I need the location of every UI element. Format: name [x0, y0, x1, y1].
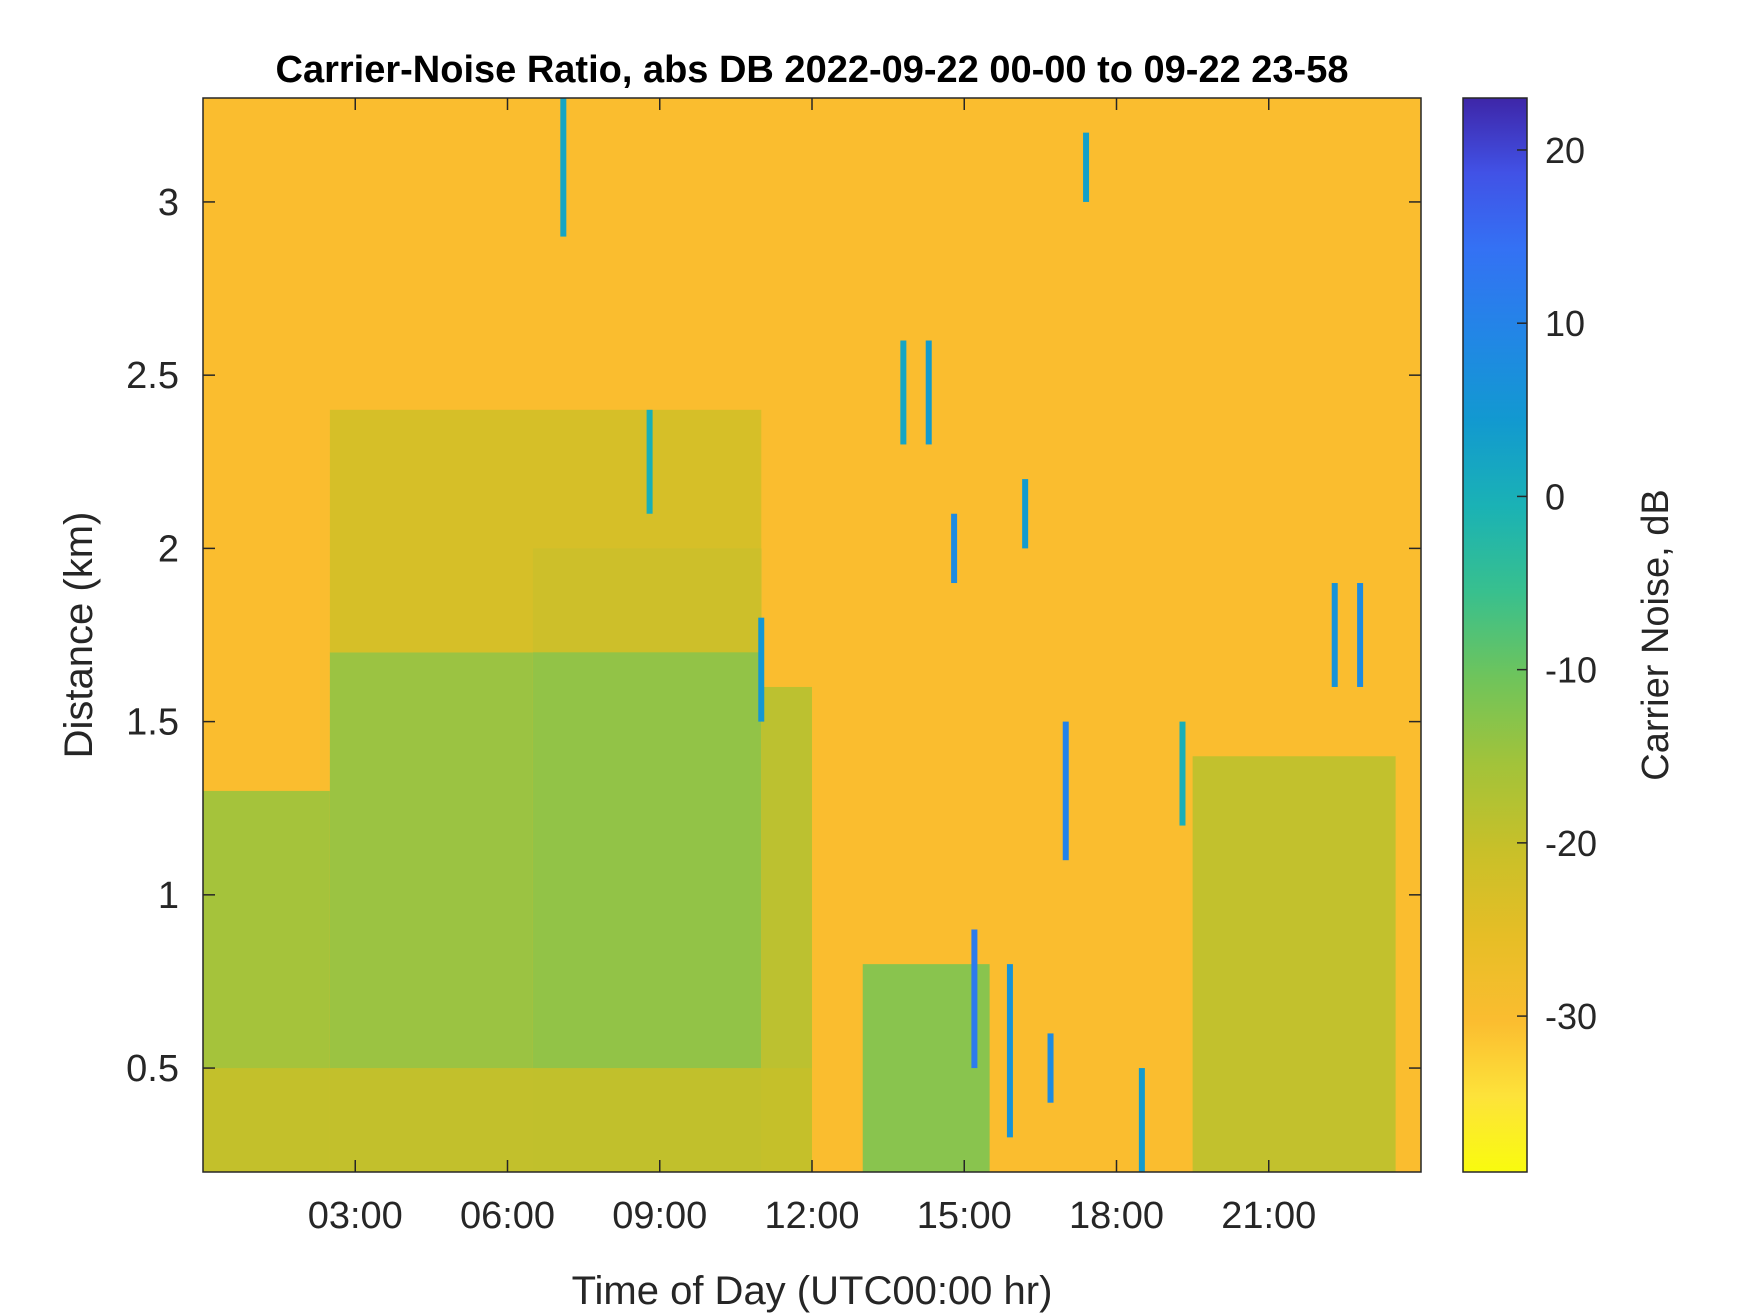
colorbar-tick-label: -30 [1545, 996, 1597, 1037]
heatmap-region [203, 1068, 812, 1172]
heatmap-streak [1331, 583, 1338, 687]
colorbar-tick-label: -10 [1545, 650, 1597, 691]
heatmap-streak [1006, 964, 1013, 1138]
colorbar-tick-label: 10 [1545, 303, 1585, 344]
y-tick-label: 1 [158, 875, 179, 917]
colorbar-tick-label: 20 [1545, 130, 1585, 171]
colorbar-tick-label: 0 [1545, 476, 1565, 517]
x-tick-label: 09:00 [612, 1195, 707, 1237]
heatmap-streak [1179, 721, 1186, 826]
colorbar-tick-label: -20 [1545, 823, 1597, 864]
heatmap-streak [1062, 721, 1069, 861]
colorbar [1462, 97, 1528, 1173]
heatmap-streak [900, 340, 907, 445]
x-tick-label: 18:00 [1069, 1195, 1164, 1237]
heatmap-streak [646, 409, 653, 514]
heatmap-streak [1138, 1068, 1145, 1172]
y-axis-label: Distance (km) [57, 512, 101, 759]
colorbar-ticks: -30 -20 -10 0 10 20 [1517, 130, 1597, 1037]
colorbar-label: Carrier Noise, dB [1635, 489, 1677, 780]
heatmap-streak [951, 513, 958, 584]
y-tick-label: 2 [158, 528, 179, 570]
heatmap-streak [560, 98, 567, 237]
heatmap-streak [971, 929, 978, 1069]
x-axis-label: Time of Day (UTC00:00 hr) [572, 1269, 1053, 1313]
x-tick-label: 06:00 [460, 1195, 555, 1237]
x-tick-label: 21:00 [1221, 1195, 1316, 1237]
y-tick-label: 2.5 [126, 355, 179, 397]
x-axis-ticks: 03:00 06:00 09:00 12:00 15:00 18:00 21:00 [308, 98, 1316, 1237]
heatmap-region [329, 409, 762, 653]
heatmap-streak [1022, 479, 1029, 549]
heatmap-region [1192, 756, 1396, 1172]
heatmap-region [862, 964, 990, 1172]
chart-title: Carrier-Noise Ratio, abs DB 2022-09-22 0… [276, 49, 1349, 91]
heatmap-streak [1357, 583, 1364, 687]
heatmap-streak [925, 340, 932, 445]
x-tick-label: 12:00 [764, 1195, 859, 1237]
y-tick-label: 3 [158, 182, 179, 224]
heatmap-streak [1083, 132, 1090, 202]
x-tick-label: 15:00 [917, 1195, 1012, 1237]
y-axis-ticks: 0.5 1 1.5 2 2.5 3 [126, 182, 1421, 1090]
heatmap-streak [758, 617, 765, 722]
y-tick-label: 0.5 [126, 1048, 179, 1090]
heatmap-streak [1047, 1033, 1054, 1103]
y-tick-label: 1.5 [126, 702, 179, 744]
x-tick-label: 03:00 [308, 1195, 403, 1237]
heatmap-field [203, 98, 1421, 1172]
